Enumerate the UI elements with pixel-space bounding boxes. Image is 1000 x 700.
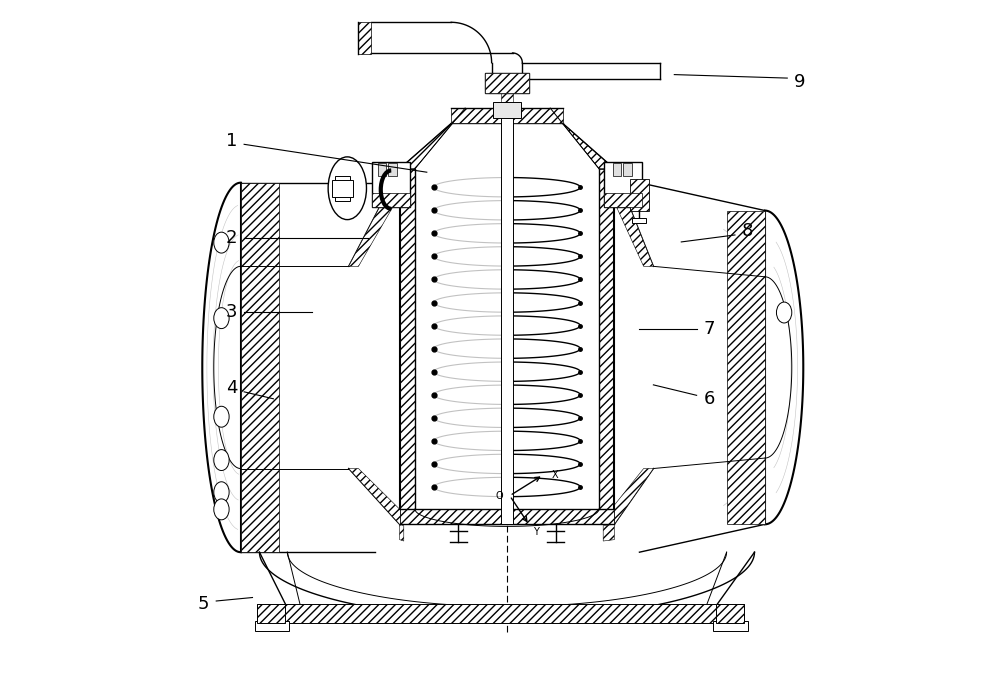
Ellipse shape	[214, 499, 229, 520]
Polygon shape	[603, 524, 614, 541]
Bar	[257, 604, 744, 623]
Bar	[335, 176, 350, 201]
Bar	[257, 604, 285, 623]
Bar	[388, 163, 397, 176]
Text: 3: 3	[226, 302, 237, 321]
Text: 2: 2	[226, 230, 237, 247]
Ellipse shape	[214, 482, 229, 503]
Bar	[727, 211, 765, 524]
Bar	[604, 193, 642, 207]
Text: Y: Y	[533, 527, 539, 537]
Bar	[451, 108, 563, 123]
Text: O: O	[495, 491, 503, 500]
Bar	[372, 193, 410, 207]
Ellipse shape	[214, 449, 229, 470]
Ellipse shape	[214, 406, 229, 427]
Bar	[623, 163, 632, 176]
Bar	[400, 509, 614, 524]
Bar	[613, 163, 621, 176]
Polygon shape	[400, 524, 404, 541]
Polygon shape	[550, 108, 614, 169]
Bar	[604, 162, 642, 207]
Bar	[255, 620, 289, 631]
Ellipse shape	[776, 302, 792, 323]
Text: 7: 7	[703, 320, 715, 338]
Polygon shape	[400, 108, 465, 169]
Ellipse shape	[214, 308, 229, 328]
Text: 1: 1	[226, 132, 237, 150]
Text: X: X	[552, 470, 558, 480]
Ellipse shape	[328, 157, 366, 220]
Text: 9: 9	[794, 73, 806, 90]
Polygon shape	[349, 169, 415, 266]
Text: 4: 4	[226, 379, 237, 398]
Bar	[400, 169, 415, 509]
Polygon shape	[349, 468, 415, 524]
Bar	[372, 162, 410, 207]
Bar	[501, 106, 513, 524]
Bar	[501, 83, 513, 111]
Bar	[599, 169, 614, 509]
Bar	[713, 620, 748, 631]
Bar	[332, 180, 353, 197]
Bar	[241, 183, 279, 552]
Bar	[358, 22, 371, 55]
Text: 8: 8	[742, 223, 753, 241]
Ellipse shape	[214, 232, 229, 253]
Text: 5: 5	[198, 596, 209, 613]
Bar	[485, 74, 529, 92]
Polygon shape	[599, 468, 653, 524]
Bar	[716, 604, 744, 623]
Bar	[630, 179, 649, 211]
Bar	[493, 102, 521, 118]
Polygon shape	[599, 169, 653, 266]
Text: 6: 6	[703, 390, 715, 408]
Bar	[378, 163, 386, 176]
Bar	[632, 218, 646, 223]
Bar	[485, 74, 529, 92]
